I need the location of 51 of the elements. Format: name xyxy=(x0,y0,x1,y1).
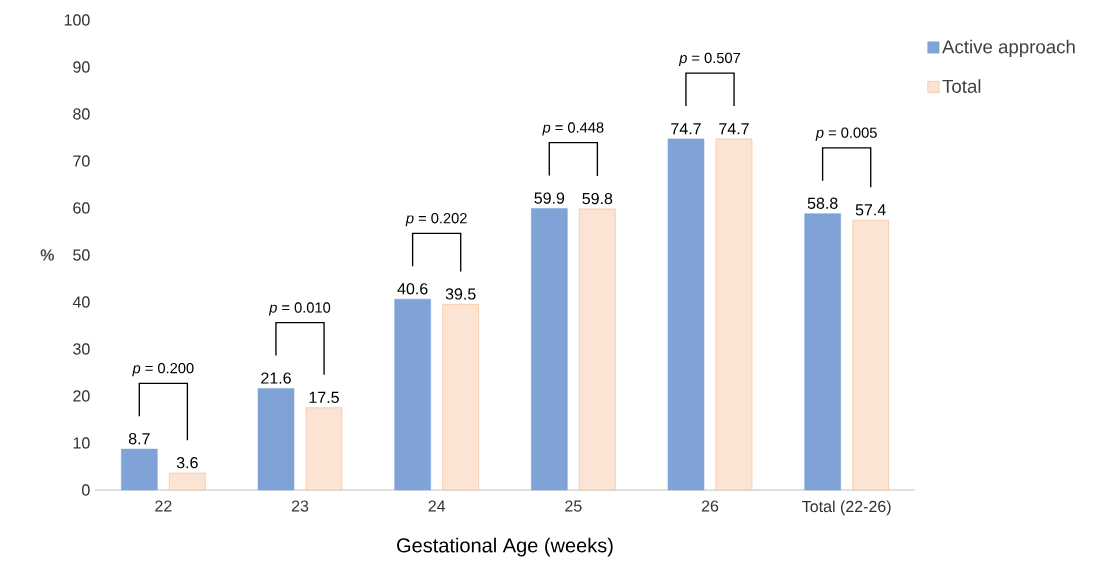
legend-label: Active approach xyxy=(942,39,1075,58)
data-label: 74.7 xyxy=(671,123,701,135)
data-label: 59.8 xyxy=(582,192,613,205)
annotation: p = 0.200 xyxy=(132,362,194,377)
data-label: 40.6 xyxy=(397,283,428,295)
annotation: p = 0.010 xyxy=(268,302,331,316)
data-label: 39.5 xyxy=(445,288,476,300)
bar xyxy=(579,208,616,491)
bar xyxy=(121,448,158,491)
y-tick-label: 20 xyxy=(73,390,90,402)
bar xyxy=(442,304,479,491)
x-tick-label: 26 xyxy=(701,500,719,512)
x-tick-label: 23 xyxy=(291,500,309,512)
bar xyxy=(531,208,568,491)
y-tick-label: 30 xyxy=(73,343,90,355)
bar xyxy=(305,407,343,491)
y-tick-label: 40 xyxy=(72,296,90,308)
x-tick-label: 25 xyxy=(565,500,582,512)
x-tick-label: 24 xyxy=(428,500,446,512)
y-tick-label: 100 xyxy=(64,14,90,26)
y-tick-label: 10 xyxy=(73,437,90,449)
bar xyxy=(715,138,753,491)
bar xyxy=(852,219,889,491)
bar xyxy=(169,472,206,491)
annotation: p = 0.448 xyxy=(542,122,604,136)
x-tick-label: Total (22-26) xyxy=(802,500,891,516)
x-tick-label: 22 xyxy=(155,500,172,512)
bar xyxy=(394,298,431,491)
y-tick-label: 0 xyxy=(82,484,90,496)
data-label: 59.9 xyxy=(534,192,565,204)
annotation: p = 0.202 xyxy=(405,213,467,227)
data-label: 3.6 xyxy=(176,457,198,469)
data-label: 21.6 xyxy=(261,372,291,384)
y-tick-label: 50 xyxy=(73,249,90,261)
y-tick-label: 60 xyxy=(73,202,90,214)
bar xyxy=(804,213,841,491)
legend-label: Total xyxy=(942,79,981,93)
x-axis-title: Gestational Age (weeks) xyxy=(397,537,613,557)
data-label: 8.7 xyxy=(128,433,150,445)
y-tick-label: 70 xyxy=(73,155,90,167)
data-label: 74.7 xyxy=(719,123,749,135)
annotation: p = 0.005 xyxy=(815,127,877,141)
data-label: 57.4 xyxy=(855,204,886,216)
annotation: p = 0.507 xyxy=(678,52,741,67)
bar xyxy=(667,138,705,491)
data-label: 17.5 xyxy=(309,391,339,404)
y-tick-label: 80 xyxy=(73,108,90,120)
data-label: 58.8 xyxy=(807,197,838,209)
y-axis-title: % xyxy=(40,249,55,261)
y-tick-label: 90 xyxy=(73,61,90,73)
bar xyxy=(257,388,295,491)
